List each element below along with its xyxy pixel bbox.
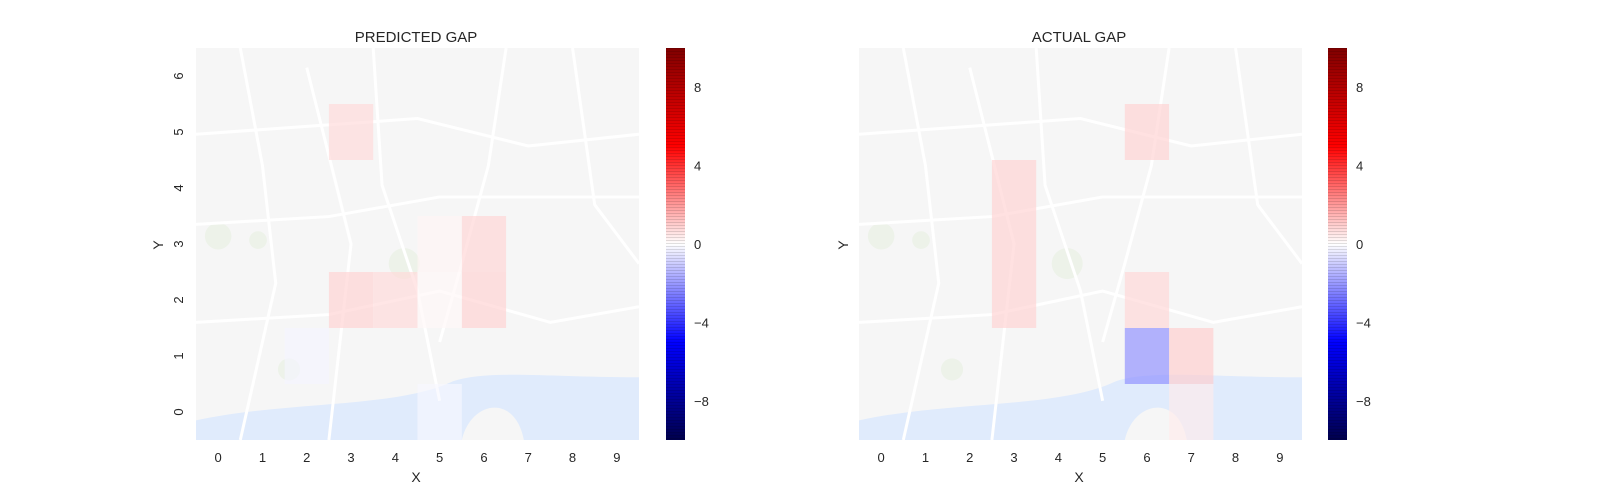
y-tick-label: 1 <box>171 352 186 359</box>
y-tick-label: 3 <box>171 240 186 247</box>
map-road <box>901 48 941 440</box>
y-tick-label: 6 <box>171 72 186 79</box>
x-tick-label: 8 <box>569 450 576 465</box>
colorbar-tick-label: −8 <box>1356 394 1371 409</box>
map-road <box>196 117 639 148</box>
map-road <box>371 48 442 402</box>
x-axis-label: X <box>411 469 421 485</box>
x-tick-label: 0 <box>215 450 222 465</box>
x-tick-label: 2 <box>966 450 973 465</box>
heatmap-cells <box>991 104 1214 440</box>
y-tick-label: 0 <box>171 408 186 415</box>
heatmap-cell <box>373 272 418 328</box>
heatmap-cell <box>991 216 1037 272</box>
x-tick-label: 4 <box>392 450 399 465</box>
colorbar-tick-label: 0 <box>1356 237 1363 252</box>
y-tick-label: 5 <box>171 128 186 135</box>
colorbar-tick-label: 8 <box>694 80 701 95</box>
colorbar-tick-label: 4 <box>1356 159 1363 174</box>
y-axis-label: Y <box>835 240 851 250</box>
x-tick-label: 5 <box>436 450 443 465</box>
x-tick-label: 7 <box>525 450 532 465</box>
colorbar-tick-label: −8 <box>694 394 709 409</box>
heatmap-cell <box>328 104 374 160</box>
heatmap-cell <box>417 384 462 440</box>
heatmap-cell <box>461 216 507 272</box>
colorbar-tick-label: −4 <box>694 315 709 330</box>
map-park <box>249 231 267 249</box>
y-axis: 0 1 2 3 4 5 6 <box>171 72 186 415</box>
map-park <box>204 222 232 250</box>
x-tick-label: 5 <box>1099 450 1106 465</box>
x-tick-label: 8 <box>1232 450 1239 465</box>
x-tick-label: 7 <box>1188 450 1195 465</box>
map-background <box>859 48 1302 440</box>
map-background <box>196 48 639 440</box>
heatmap-cell <box>1124 328 1170 384</box>
map-road <box>859 195 1302 226</box>
heatmap-cells <box>284 104 507 440</box>
x-tick-label: 4 <box>1055 450 1062 465</box>
x-axis: 0 1 2 3 4 5 6 7 8 9 <box>215 450 621 465</box>
colorbar-ticks: 8 4 0 −4 −8 <box>1356 80 1371 409</box>
map-road <box>305 67 353 440</box>
map-road <box>238 48 278 440</box>
y-tick-label: 2 <box>171 296 186 303</box>
actual-gap-panel: ACTUAL GAP 0 1 2 3 4 5 6 7 8 9 X Y 8 4 0 −4 −8 <box>835 29 1371 485</box>
x-tick-label: 3 <box>347 450 354 465</box>
map-layer <box>196 48 639 440</box>
heatmap-cell <box>284 328 329 384</box>
chart-title: PREDICTED GAP <box>355 29 478 46</box>
map-road <box>196 195 639 226</box>
x-tick-label: 0 <box>878 450 885 465</box>
x-axis-label: X <box>1074 469 1084 485</box>
heatmap-cell <box>461 272 507 328</box>
heatmap-cell <box>417 272 462 328</box>
heatmap-cell <box>1124 272 1170 328</box>
map-road <box>571 48 639 265</box>
colorbar-tick-label: −4 <box>1356 315 1371 330</box>
x-tick-label: 6 <box>1143 450 1150 465</box>
x-tick-label: 2 <box>303 450 310 465</box>
heatmap-cell <box>1169 328 1214 384</box>
map-bank <box>461 407 524 440</box>
colorbar-stripes <box>1328 48 1347 440</box>
map-layer <box>859 48 1302 440</box>
colorbar-tick-label: 4 <box>694 159 701 174</box>
map-park <box>867 222 895 250</box>
map-park <box>940 358 964 381</box>
heatmap-cell <box>991 272 1037 328</box>
map-road <box>859 289 1302 324</box>
colorbar-ticks: 8 4 0 −4 −8 <box>694 80 709 409</box>
y-axis-label: Y <box>150 240 166 250</box>
x-tick-label: 9 <box>1276 450 1283 465</box>
x-axis: 0 1 2 3 4 5 6 7 8 9 <box>878 450 1284 465</box>
map-road <box>1034 48 1105 402</box>
heatmap-cell <box>328 272 374 328</box>
colorbar-tick-label: 0 <box>694 237 701 252</box>
map-road <box>859 117 1302 148</box>
heatmap-cell <box>417 216 462 272</box>
x-tick-label: 1 <box>922 450 929 465</box>
map-park <box>912 231 930 249</box>
map-road <box>1234 48 1302 265</box>
colorbar: 8 4 0 −4 −8 <box>1328 48 1371 440</box>
colorbar-tick-label: 8 <box>1356 80 1363 95</box>
colorbar: 8 4 0 −4 −8 <box>666 48 709 440</box>
colorbar-stripes <box>666 48 685 440</box>
x-tick-label: 1 <box>259 450 266 465</box>
heatmap-cell <box>991 160 1037 216</box>
x-tick-label: 3 <box>1010 450 1017 465</box>
map-haze <box>859 48 1302 440</box>
heatmap-cell <box>1124 104 1170 160</box>
x-tick-label: 6 <box>480 450 487 465</box>
x-tick-label: 9 <box>613 450 620 465</box>
heatmap-cell <box>1169 384 1214 440</box>
chart-title: ACTUAL GAP <box>1032 29 1126 46</box>
y-tick-label: 4 <box>171 184 186 191</box>
